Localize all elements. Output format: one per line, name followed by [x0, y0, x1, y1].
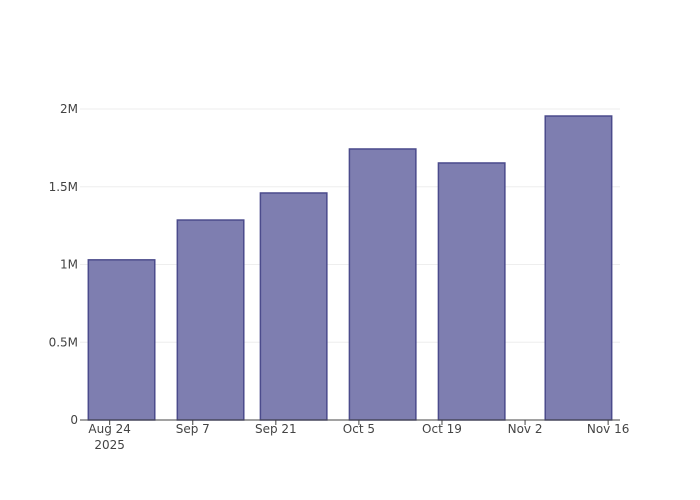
bar	[176, 219, 245, 421]
y-tick-label: 1M	[60, 258, 78, 272]
y-tick-label: 0	[70, 413, 78, 427]
x-tick-label: Nov 2	[508, 422, 543, 436]
y-tick-label: 0.5M	[49, 335, 78, 349]
y-tick-label: 2M	[60, 102, 78, 116]
x-tick-label: Sep 7	[176, 422, 210, 436]
x-tick-label: Nov 16	[587, 422, 630, 436]
bar	[348, 148, 417, 421]
bar	[437, 162, 506, 421]
y-tick-label: 1.5M	[49, 180, 78, 194]
bar	[259, 192, 328, 421]
x-tick-label: Oct 5	[343, 422, 375, 436]
bar	[87, 259, 156, 421]
x-tick-label: Sep 21	[255, 422, 297, 436]
bar	[544, 115, 613, 421]
x-tick-label: Aug 24 2025	[88, 422, 131, 452]
x-tick-label: Oct 19	[422, 422, 462, 436]
